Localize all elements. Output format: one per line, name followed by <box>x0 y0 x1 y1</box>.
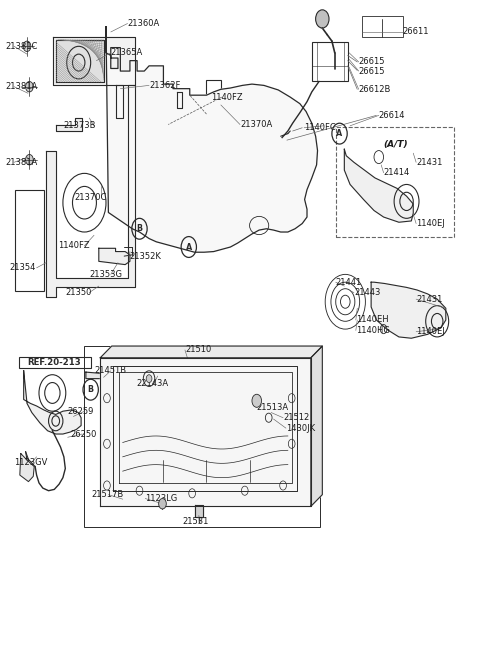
Text: B: B <box>136 224 143 233</box>
Text: 21441: 21441 <box>336 278 362 287</box>
Text: 26615: 26615 <box>359 67 385 76</box>
Text: 21431: 21431 <box>416 158 443 167</box>
Bar <box>362 16 403 37</box>
Text: 21370A: 21370A <box>240 120 272 129</box>
Text: 21381A: 21381A <box>5 82 38 91</box>
Text: 21352K: 21352K <box>129 251 161 261</box>
Text: 21373B: 21373B <box>63 121 96 131</box>
Text: 26611: 26611 <box>403 27 429 37</box>
Bar <box>312 42 348 82</box>
Polygon shape <box>177 92 181 108</box>
Text: 1123GV: 1123GV <box>14 458 48 466</box>
Text: 21531: 21531 <box>182 517 209 526</box>
Polygon shape <box>53 37 135 86</box>
Circle shape <box>252 394 262 407</box>
Polygon shape <box>311 346 323 506</box>
Text: 21354: 21354 <box>9 263 36 272</box>
Text: 21365A: 21365A <box>111 48 143 57</box>
Polygon shape <box>195 505 203 517</box>
Text: 21414: 21414 <box>384 168 410 177</box>
Text: 21350: 21350 <box>65 288 92 297</box>
Polygon shape <box>116 86 123 118</box>
Bar <box>206 80 221 114</box>
Polygon shape <box>100 346 323 358</box>
Polygon shape <box>56 40 104 82</box>
Circle shape <box>25 155 33 165</box>
Polygon shape <box>106 27 318 252</box>
Text: 1140EJ: 1140EJ <box>416 219 445 228</box>
Text: (A/T): (A/T) <box>384 140 408 148</box>
Text: 1140HG: 1140HG <box>356 326 390 335</box>
Text: 26615: 26615 <box>359 57 385 67</box>
Bar <box>336 127 455 236</box>
Text: 26259: 26259 <box>68 407 94 416</box>
Text: 21512: 21512 <box>283 413 309 422</box>
Text: 21517B: 21517B <box>92 490 124 499</box>
Text: 21443: 21443 <box>354 288 380 297</box>
Polygon shape <box>100 358 311 506</box>
Text: 21370C: 21370C <box>75 193 107 202</box>
Bar <box>15 189 44 291</box>
Polygon shape <box>20 454 34 481</box>
Text: 1140FC: 1140FC <box>304 123 336 133</box>
Circle shape <box>25 82 33 92</box>
Text: 21513A: 21513A <box>256 403 288 412</box>
Text: 1140FZ: 1140FZ <box>211 93 243 102</box>
Text: 21360A: 21360A <box>128 19 160 28</box>
Text: 21510: 21510 <box>185 345 211 355</box>
Polygon shape <box>99 248 130 264</box>
Text: 21362F: 21362F <box>149 81 180 90</box>
Text: 1140EJ: 1140EJ <box>416 327 445 336</box>
Bar <box>19 357 91 368</box>
Text: 1430JK: 1430JK <box>286 424 315 433</box>
Polygon shape <box>56 118 82 131</box>
Text: A: A <box>336 129 343 138</box>
Text: 21353G: 21353G <box>89 270 122 279</box>
Text: 26614: 26614 <box>379 111 405 120</box>
Text: REF.20-213: REF.20-213 <box>27 358 81 368</box>
Text: 1123LG: 1123LG <box>145 494 178 503</box>
Bar <box>84 346 320 527</box>
Polygon shape <box>46 86 135 297</box>
Text: A: A <box>186 242 192 251</box>
Text: 21381C: 21381C <box>5 42 38 51</box>
Polygon shape <box>371 282 446 338</box>
Circle shape <box>23 41 31 52</box>
Text: 26612B: 26612B <box>359 85 391 94</box>
Polygon shape <box>344 150 413 222</box>
Text: 21451B: 21451B <box>94 366 126 375</box>
Text: B: B <box>88 385 94 394</box>
Text: 22143A: 22143A <box>137 379 169 389</box>
Text: 21381A: 21381A <box>5 158 38 167</box>
Polygon shape <box>24 371 81 434</box>
Text: 1140FZ: 1140FZ <box>58 241 90 250</box>
Text: 26250: 26250 <box>70 430 96 439</box>
Circle shape <box>119 494 127 504</box>
Text: 21431: 21431 <box>416 295 443 304</box>
Polygon shape <box>86 372 104 379</box>
Text: 1140EH: 1140EH <box>356 315 388 325</box>
Circle shape <box>158 498 166 509</box>
Circle shape <box>316 10 329 28</box>
Circle shape <box>146 375 152 383</box>
